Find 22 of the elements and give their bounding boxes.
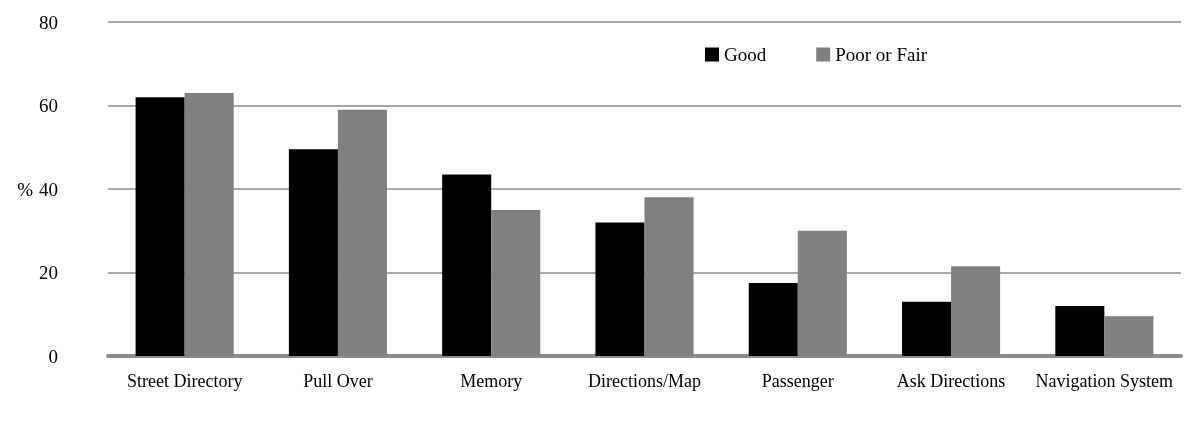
- x-tick-label: Memory: [460, 371, 523, 391]
- bar: [135, 97, 185, 356]
- legend-label: Good: [724, 44, 767, 65]
- x-tick-label: Pull Over: [303, 371, 373, 391]
- y-tick-label: 40: [39, 178, 58, 200]
- y-axis-title: %: [17, 178, 34, 200]
- legend-label: Poor or Fair: [835, 44, 928, 65]
- bar: [748, 282, 798, 356]
- bar: [442, 174, 492, 356]
- bar: [288, 149, 338, 356]
- x-tick-label: Passenger: [761, 371, 834, 391]
- y-tick-label: 0: [48, 345, 58, 367]
- bar: [1055, 305, 1105, 356]
- x-tick-label: Navigation System: [1035, 371, 1174, 391]
- bar: [902, 301, 952, 356]
- x-tick-label: Street Directory: [126, 371, 243, 391]
- y-tick-label: 80: [39, 11, 58, 33]
- x-tick-label: Directions/Map: [588, 371, 701, 391]
- y-tick-label: 60: [39, 95, 58, 116]
- y-tick-label: 20: [39, 262, 58, 283]
- x-tick-label: Ask Directions: [896, 371, 1006, 391]
- bar: [595, 222, 645, 356]
